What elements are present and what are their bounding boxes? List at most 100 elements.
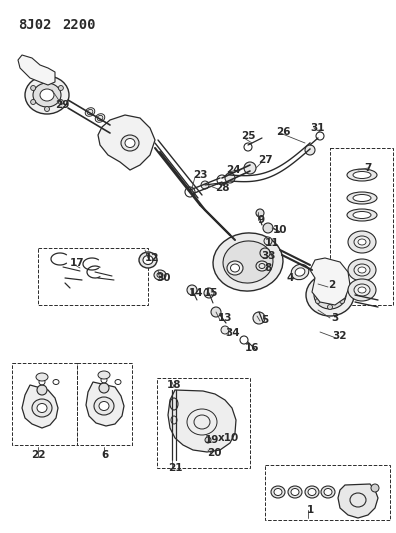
Text: 33: 33 [262, 251, 276, 261]
Text: 27: 27 [258, 155, 272, 165]
Text: 24: 24 [226, 165, 240, 175]
Bar [265, 465, 390, 520]
Ellipse shape [347, 169, 377, 181]
Circle shape [205, 437, 211, 443]
Circle shape [315, 298, 320, 303]
Text: 3: 3 [331, 313, 339, 323]
Text: 4: 4 [286, 273, 294, 283]
Ellipse shape [32, 399, 52, 417]
Text: 30: 30 [157, 273, 171, 283]
Ellipse shape [274, 489, 282, 496]
Circle shape [187, 285, 197, 295]
Circle shape [253, 312, 265, 324]
Ellipse shape [348, 231, 376, 253]
Polygon shape [98, 115, 155, 170]
Ellipse shape [256, 261, 268, 271]
Ellipse shape [291, 489, 299, 496]
Circle shape [37, 385, 47, 395]
Polygon shape [338, 484, 378, 518]
Text: 34: 34 [226, 328, 240, 338]
Ellipse shape [107, 123, 113, 128]
Text: 10: 10 [273, 225, 287, 235]
Ellipse shape [348, 279, 376, 301]
Bar [330, 148, 393, 305]
Polygon shape [22, 385, 58, 428]
Ellipse shape [358, 287, 366, 293]
Bar [12, 363, 77, 445]
Text: 2200: 2200 [62, 18, 95, 32]
Text: 20: 20 [207, 448, 221, 458]
Ellipse shape [115, 128, 125, 136]
Ellipse shape [37, 403, 47, 413]
Ellipse shape [105, 122, 115, 130]
Text: 28: 28 [215, 183, 229, 193]
Text: 5: 5 [261, 315, 268, 325]
Circle shape [44, 78, 50, 84]
Ellipse shape [347, 192, 377, 204]
Text: 13: 13 [218, 313, 232, 323]
Polygon shape [18, 55, 55, 85]
Text: 14: 14 [188, 288, 203, 298]
Ellipse shape [288, 486, 302, 498]
Text: 32: 32 [333, 331, 347, 341]
Circle shape [58, 85, 63, 91]
Circle shape [327, 280, 333, 286]
Circle shape [58, 100, 63, 104]
Ellipse shape [306, 274, 354, 316]
Ellipse shape [358, 267, 366, 273]
Circle shape [260, 248, 270, 258]
Circle shape [264, 237, 272, 245]
Ellipse shape [323, 289, 337, 301]
Circle shape [371, 484, 379, 492]
Circle shape [256, 209, 264, 217]
Ellipse shape [348, 259, 376, 281]
Circle shape [263, 223, 273, 233]
Circle shape [327, 304, 333, 310]
Circle shape [211, 307, 221, 317]
Text: 25: 25 [241, 131, 255, 141]
Ellipse shape [353, 212, 371, 219]
Ellipse shape [227, 261, 243, 275]
Circle shape [315, 287, 320, 292]
Ellipse shape [99, 401, 109, 410]
Polygon shape [168, 390, 236, 452]
Text: 6: 6 [101, 450, 109, 460]
Ellipse shape [98, 371, 110, 379]
Ellipse shape [40, 89, 54, 101]
Text: 12: 12 [145, 253, 159, 263]
Text: 21: 21 [168, 463, 182, 473]
Circle shape [221, 326, 229, 334]
Ellipse shape [291, 264, 309, 280]
Text: 17: 17 [70, 258, 84, 268]
Circle shape [244, 162, 256, 174]
Ellipse shape [87, 109, 93, 115]
Ellipse shape [121, 135, 139, 151]
Circle shape [225, 173, 235, 183]
Circle shape [204, 288, 214, 298]
Ellipse shape [95, 114, 105, 122]
Ellipse shape [353, 172, 371, 179]
Ellipse shape [354, 284, 370, 296]
Text: 9: 9 [257, 215, 265, 225]
Ellipse shape [321, 486, 335, 498]
Ellipse shape [117, 130, 123, 135]
Ellipse shape [354, 236, 370, 248]
Text: 2: 2 [328, 280, 336, 290]
Circle shape [30, 85, 36, 91]
Circle shape [201, 181, 209, 189]
Bar [157, 378, 250, 468]
Ellipse shape [25, 76, 69, 114]
Polygon shape [86, 382, 124, 426]
Circle shape [305, 145, 315, 155]
Text: 31: 31 [311, 123, 325, 133]
Text: 23: 23 [193, 170, 207, 180]
Text: 11: 11 [265, 238, 279, 248]
Ellipse shape [305, 486, 319, 498]
Text: 8J02: 8J02 [18, 18, 51, 32]
Ellipse shape [125, 136, 135, 144]
Circle shape [44, 107, 50, 111]
Text: 16: 16 [245, 343, 259, 353]
Ellipse shape [33, 83, 61, 107]
Text: 1: 1 [307, 505, 314, 515]
Text: x10: x10 [217, 433, 239, 443]
